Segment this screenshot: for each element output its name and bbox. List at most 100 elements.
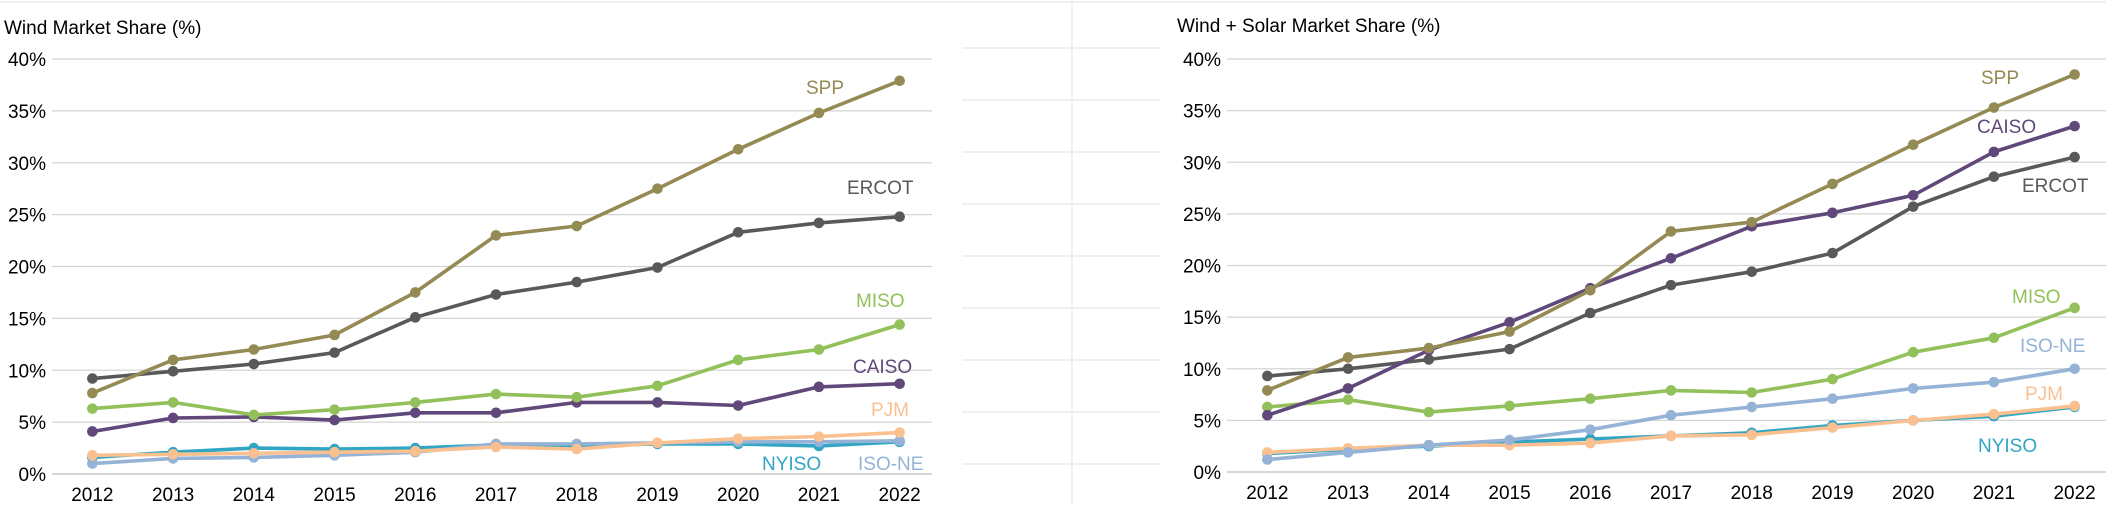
chart-2: Wind + Solar Market Share (%) 0% 5% 10% 15% 2… (1177, 16, 2106, 504)
y-tick-label: 20% (8, 258, 46, 279)
data-point (813, 107, 825, 119)
data-point (652, 437, 663, 449)
series-label-iso-ne: ISO-NE (2020, 336, 2085, 357)
data-point (1342, 352, 1354, 363)
series-spp (1262, 69, 2080, 396)
data-point (2069, 120, 2080, 132)
data-point (813, 217, 825, 229)
y-tick-label: 40% (1183, 50, 1221, 71)
y-tick-label: 15% (8, 309, 46, 330)
series-line (1267, 155, 2076, 378)
series-ercot (87, 211, 905, 384)
y-tick-label: 5% (19, 413, 47, 434)
x-tick-label: 2014 (233, 485, 276, 506)
data-point (2069, 151, 2080, 163)
series-label-ercot: ERCOT (2022, 176, 2089, 197)
series-label-nyiso: NYISO (1978, 436, 2037, 457)
y-tick-label: 40% (8, 50, 46, 71)
data-point (2069, 302, 2080, 314)
data-point (490, 289, 502, 300)
data-point (490, 388, 502, 400)
data-point (1504, 316, 1515, 328)
y-tick-label: 10% (1183, 360, 1221, 381)
data-point (87, 387, 98, 399)
x-tick-label: 2019 (1811, 483, 1853, 504)
series-label-caiso: CAISO (853, 357, 912, 378)
data-point (167, 412, 179, 424)
x-tick-label: 2015 (313, 485, 355, 506)
data-point (87, 373, 98, 384)
data-point (652, 380, 663, 392)
y-tick-label: 25% (8, 206, 46, 227)
data-point (813, 344, 825, 355)
series-label-nyiso: NYISO (762, 454, 821, 475)
series-caiso (1262, 120, 2080, 421)
series-iso-ne (1262, 363, 2080, 465)
series-ercot (1262, 151, 2080, 382)
data-point (1262, 454, 1273, 465)
y-tick-label: 20% (1183, 257, 1221, 278)
data-point (329, 414, 340, 426)
data-point (894, 435, 905, 447)
series-label-pjm: PJM (2025, 384, 2063, 405)
series-label-iso-ne: ISO-NE (858, 454, 923, 475)
data-point (1342, 447, 1354, 458)
data-point (1342, 383, 1354, 394)
data-point (1423, 406, 1435, 418)
data-point (571, 443, 583, 455)
data-point (87, 458, 98, 469)
x-tick-label: 2020 (717, 485, 759, 506)
data-point (1988, 332, 2000, 344)
series-label-miso: MISO (2012, 287, 2061, 308)
data-point (894, 319, 905, 330)
data-point (1665, 430, 1677, 442)
data-point (2069, 363, 2080, 375)
data-point (1262, 385, 1273, 396)
data-point (1827, 393, 1838, 404)
series-pjm (87, 427, 905, 461)
x-tick-label: 2014 (1408, 483, 1451, 504)
data-point (732, 400, 744, 411)
data-point (1827, 373, 1838, 385)
data-point (732, 354, 744, 366)
series-line (1266, 124, 2076, 417)
series-caiso (87, 378, 905, 437)
y-tick-label: 15% (1183, 308, 1221, 329)
data-point (248, 344, 260, 355)
data-point (329, 347, 340, 358)
data-point (167, 397, 179, 408)
y-tick-label: 5% (1194, 411, 1222, 432)
series-spp (87, 75, 905, 399)
data-point (1423, 439, 1435, 451)
chart-title: Wind + Solar Market Share (%) (1177, 16, 1440, 37)
x-tick-label: 2020 (1892, 483, 1934, 504)
data-point (1423, 342, 1435, 354)
x-tick-label: 2012 (71, 485, 113, 506)
data-point (1827, 247, 1838, 259)
data-point (1665, 385, 1677, 396)
data-point (1827, 178, 1838, 190)
x-tick-label: 2019 (636, 485, 678, 506)
x-tick-label: 2021 (1973, 483, 2015, 504)
data-point (571, 391, 583, 403)
x-tick-label: 2016 (394, 485, 436, 506)
data-point (490, 441, 502, 453)
chart-title: Wind Market Share (%) (4, 18, 201, 39)
data-point (1342, 394, 1354, 406)
data-point (1423, 354, 1435, 365)
y-tick-label: 25% (1183, 205, 1221, 226)
data-point (813, 381, 825, 393)
series-label-ercot: ERCOT (847, 178, 914, 199)
data-point (409, 397, 421, 408)
data-point (329, 446, 340, 458)
data-point (409, 407, 421, 419)
series-label-pjm: PJM (871, 400, 909, 421)
data-point (87, 450, 98, 461)
data-point (894, 378, 905, 390)
y-tick-label: 35% (8, 102, 46, 123)
data-point (1665, 409, 1677, 421)
data-point (1907, 415, 1919, 426)
data-point (813, 431, 825, 442)
